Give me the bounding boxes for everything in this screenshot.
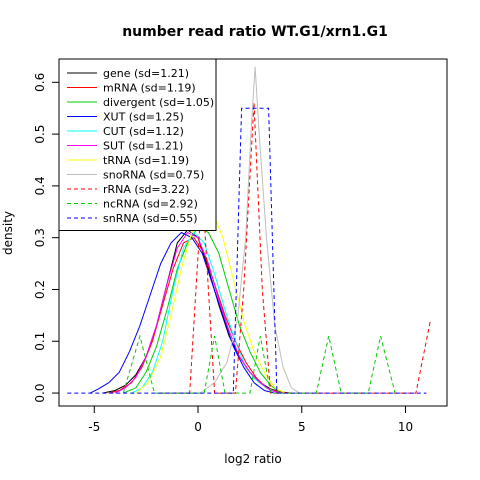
series-line-6 (114, 231, 282, 394)
series-line-11 (67, 107, 427, 394)
y-tick-label: 0.4 (33, 176, 47, 195)
chart-title: number read ratio WT.G1/xrn1.G1 (122, 24, 388, 40)
x-tick-label: 10 (398, 420, 413, 434)
series-line-7 (135, 211, 286, 394)
y-tick-label: 0.3 (33, 228, 47, 247)
x-axis-label: log2 ratio (224, 452, 281, 466)
series-line-4 (89, 231, 275, 394)
legend-label: divergent (sd=1.05) (103, 96, 214, 109)
legend-label: XUT (sd=1.25) (103, 111, 184, 124)
x-tick-label: 0 (194, 420, 202, 434)
series-line-5 (131, 231, 280, 394)
legend: gene (sd=1.21) mRNA (sd=1.19)divergent (s… (58, 58, 217, 231)
series-line-3 (123, 226, 282, 394)
series-line-10 (122, 334, 396, 394)
legend-label: gene (sd=1.21) (103, 67, 189, 80)
y-axis-label: density (1, 211, 15, 255)
y-tick-label: 0.6 (33, 73, 47, 92)
legend-label: rRNA (sd=3.22) (103, 183, 189, 196)
x-tick-label: 5 (298, 420, 306, 434)
legend-label: SUT (sd=1.21) (103, 140, 183, 153)
y-tick-label: 0.1 (33, 332, 47, 351)
y-tick-label: 0.0 (33, 384, 47, 403)
legend-label: ncRNA (sd=2.92) (103, 198, 198, 211)
series-line-8 (185, 66, 300, 394)
legend-label: CUT (sd=1.12) (103, 125, 184, 138)
legend-label: mRNA (sd=1.19) (103, 82, 196, 95)
y-tick-label: 0.2 (33, 280, 47, 299)
x-tick-label: -5 (88, 420, 100, 434)
series-lines (67, 66, 431, 394)
axes: -5 0 5 10 0.0 0.1 0.2 0.3 0.4 0.5 0.6 (33, 73, 413, 434)
legend-label: snRNA (sd=0.55) (103, 212, 198, 225)
y-tick-label: 0.5 (33, 125, 47, 144)
legend-label: tRNA (sd=1.19) (103, 154, 189, 167)
legend-label: snoRNA (sd=0.75) (103, 169, 204, 182)
